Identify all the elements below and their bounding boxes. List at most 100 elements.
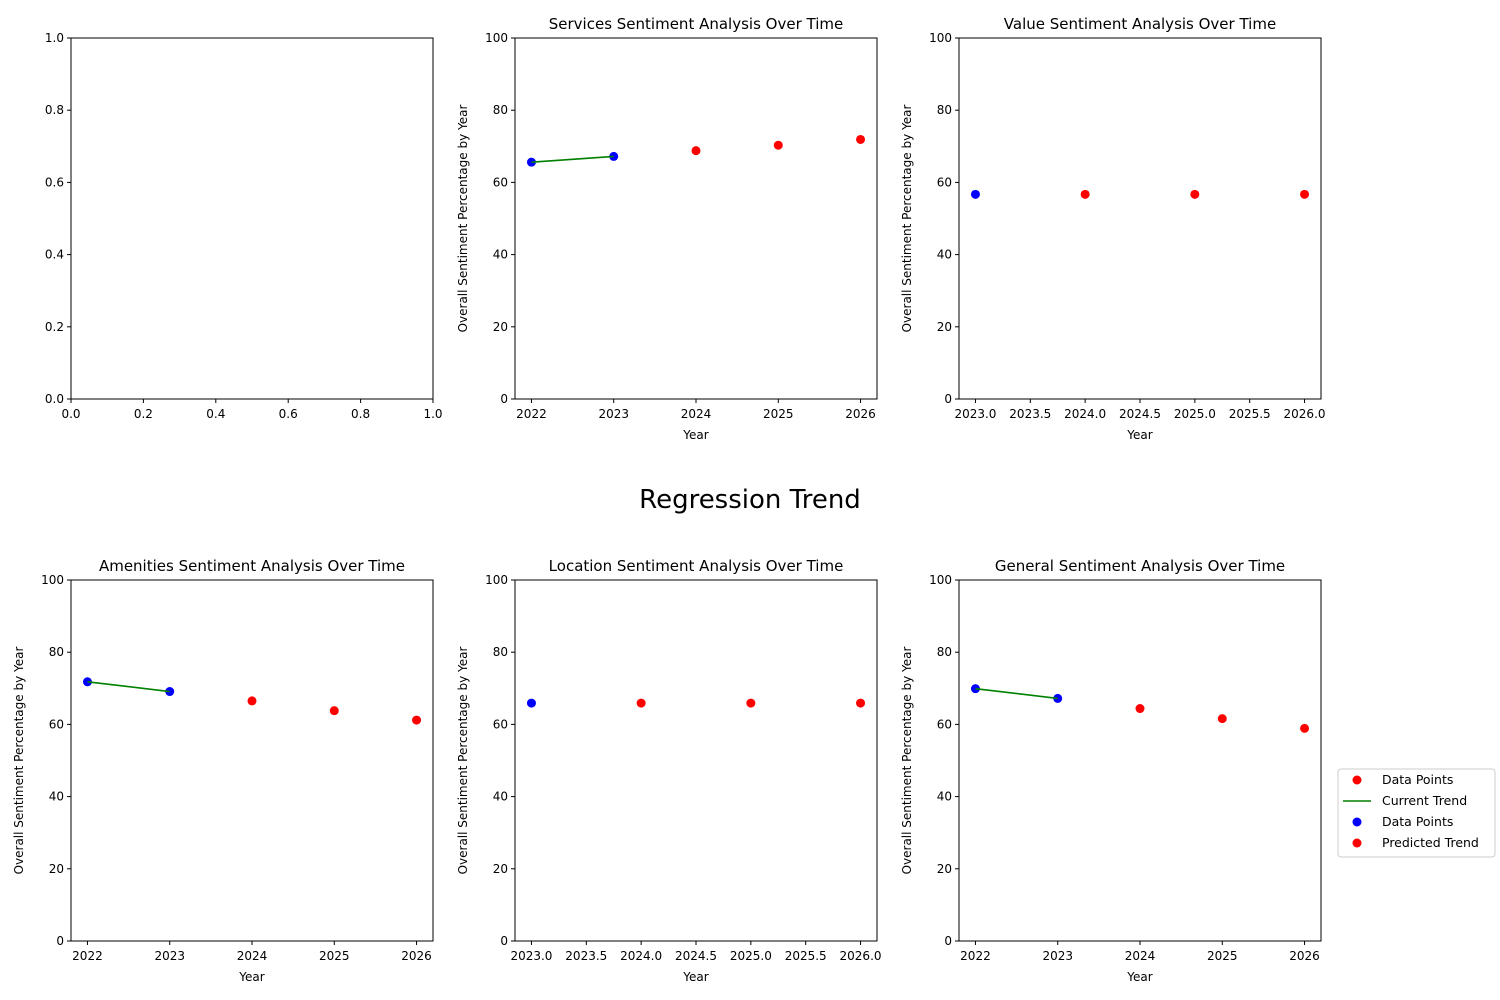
y-axis-label: Overall Sentiment Percentage by Year	[456, 647, 470, 875]
predicted-data-point	[1190, 189, 1200, 199]
x-tick-label: 2023.5	[565, 949, 607, 963]
predicted-data-point	[1217, 714, 1227, 724]
legend: Data Points Current Trend Data Points Predi…	[1337, 768, 1496, 858]
legend-marker-swatch	[1352, 775, 1362, 785]
x-tick-label: 0.4	[206, 407, 225, 421]
y-tick-label: 0	[944, 392, 952, 406]
x-axis-label: Year	[1126, 970, 1152, 984]
x-tick-label: 2026.0	[840, 949, 882, 963]
subplot-4: 2022 2023 2024 2025 2026 0 20 40 60 80 100 Amenitie…	[12, 557, 434, 984]
y-tick-label: 100	[41, 573, 64, 587]
x-tick-label: 2023	[154, 949, 185, 963]
x-tick-label: 2024	[1125, 949, 1156, 963]
y-axis-label: Overall Sentiment Percentage by Year	[12, 647, 26, 875]
x-tick-label: 2025	[763, 407, 794, 421]
x-tick-label: 2024	[681, 407, 712, 421]
y-tick-label: 1.0	[45, 31, 64, 45]
y-tick-label: 40	[937, 790, 952, 804]
x-tick-label: 2023.0	[510, 949, 552, 963]
legend-marker-swatch	[1352, 838, 1362, 848]
x-tick-label: 2024.5	[1119, 407, 1161, 421]
x-tick-label: 2026	[401, 949, 432, 963]
y-tick-label: 40	[937, 248, 952, 262]
x-tick-label: 0.6	[279, 407, 298, 421]
predicted-data-point	[691, 146, 701, 156]
x-tick-label: 0.8	[351, 407, 370, 421]
predicted-data-point	[329, 706, 339, 716]
y-tick-label: 0	[500, 934, 508, 948]
legend-label: Data Points	[1382, 772, 1453, 787]
subplot-2: 2022 2023 2024 2025 2026 0 20 40 60 80 100 Services…	[456, 15, 878, 442]
y-tick-label: 80	[49, 645, 64, 659]
y-tick-label: 0	[944, 934, 952, 948]
y-tick-label: 80	[937, 645, 952, 659]
predicted-data-point	[636, 698, 646, 708]
x-tick-label: 2024.5	[675, 949, 717, 963]
y-tick-label: 100	[485, 31, 508, 45]
y-tick-label: 60	[937, 717, 952, 731]
y-tick-label: 80	[493, 645, 508, 659]
x-tick-label: 0.0	[61, 407, 80, 421]
y-tick-label: 60	[937, 175, 952, 189]
y-tick-label: 20	[493, 862, 508, 876]
subplot-1: 0.0 0.2 0.4 0.6 0.8 1.0 0.0 0.2 0.4 0.6 0.8 1.0	[45, 31, 443, 421]
x-tick-label: 1.0	[423, 407, 442, 421]
subplot-title: General Sentiment Analysis Over Time	[995, 557, 1285, 575]
x-tick-label: 2025.5	[785, 949, 827, 963]
y-tick-label: 40	[49, 790, 64, 804]
predicted-data-point	[1300, 723, 1310, 733]
y-tick-label: 80	[493, 103, 508, 117]
y-axis-label: Overall Sentiment Percentage by Year	[900, 105, 914, 333]
y-tick-label: 60	[49, 717, 64, 731]
legend-label: Current Trend	[1382, 793, 1467, 808]
x-tick-label: 2026	[1289, 949, 1320, 963]
y-tick-label: 0.6	[45, 175, 64, 189]
x-tick-label: 2025.5	[1229, 407, 1271, 421]
y-axis-label: Overall Sentiment Percentage by Year	[456, 105, 470, 333]
x-tick-label: 2024.0	[620, 949, 662, 963]
current-trend-line	[87, 681, 170, 693]
observed-data-point	[970, 189, 980, 199]
legend-label: Predicted Trend	[1382, 835, 1479, 850]
y-tick-label: 100	[929, 573, 952, 587]
x-tick-label: 2026	[845, 407, 876, 421]
subplot-title: Value Sentiment Analysis Over Time	[1004, 15, 1276, 33]
subplot-5: 2023.0 2023.5 2024.0 2024.5 2025.0 2025.5 2026…	[456, 557, 882, 984]
x-tick-label: 0.2	[134, 407, 153, 421]
x-tick-label: 2022	[960, 949, 991, 963]
predicted-data-point	[247, 696, 257, 706]
predicted-data-point	[746, 698, 756, 708]
predicted-data-point	[412, 715, 422, 725]
subplot-3: 2023.0 2023.5 2024.0 2024.5 2025.0 2025.5 2026…	[900, 15, 1326, 442]
predicted-data-point	[1135, 704, 1145, 714]
y-axis-label: Overall Sentiment Percentage by Year	[900, 647, 914, 875]
axes-frame	[70, 37, 434, 400]
x-tick-label: 2022	[516, 407, 547, 421]
y-tick-label: 0	[56, 934, 64, 948]
x-tick-label: 2022	[72, 949, 103, 963]
y-tick-label: 0	[500, 392, 508, 406]
y-tick-label: 0.4	[45, 248, 64, 262]
subplot-title: Services Sentiment Analysis Over Time	[549, 15, 843, 33]
x-tick-label: 2023	[598, 407, 629, 421]
subplots-group: 0.0 0.2 0.4 0.6 0.8 1.0 0.0 0.2 0.4 0.6 0.8 1.0 2022…	[12, 15, 1326, 984]
predicted-data-point	[773, 140, 783, 150]
x-tick-label: 2023.5	[1009, 407, 1051, 421]
y-tick-label: 40	[493, 790, 508, 804]
y-tick-label: 20	[937, 320, 952, 334]
figure-suptitle: Regression Trend	[639, 485, 861, 515]
y-tick-label: 60	[493, 175, 508, 189]
current-trend-line	[975, 687, 1058, 700]
predicted-data-point	[856, 698, 866, 708]
current-trend-line	[531, 155, 614, 163]
predicted-data-point	[1300, 189, 1310, 199]
x-tick-label: 2026.0	[1284, 407, 1326, 421]
x-tick-label: 2023.0	[954, 407, 996, 421]
x-tick-label: 2023	[1042, 949, 1073, 963]
x-tick-label: 2025.0	[1174, 407, 1216, 421]
x-axis-label: Year	[682, 970, 708, 984]
subplot-title: Location Sentiment Analysis Over Time	[549, 557, 844, 575]
x-tick-label: 2024.0	[1064, 407, 1106, 421]
